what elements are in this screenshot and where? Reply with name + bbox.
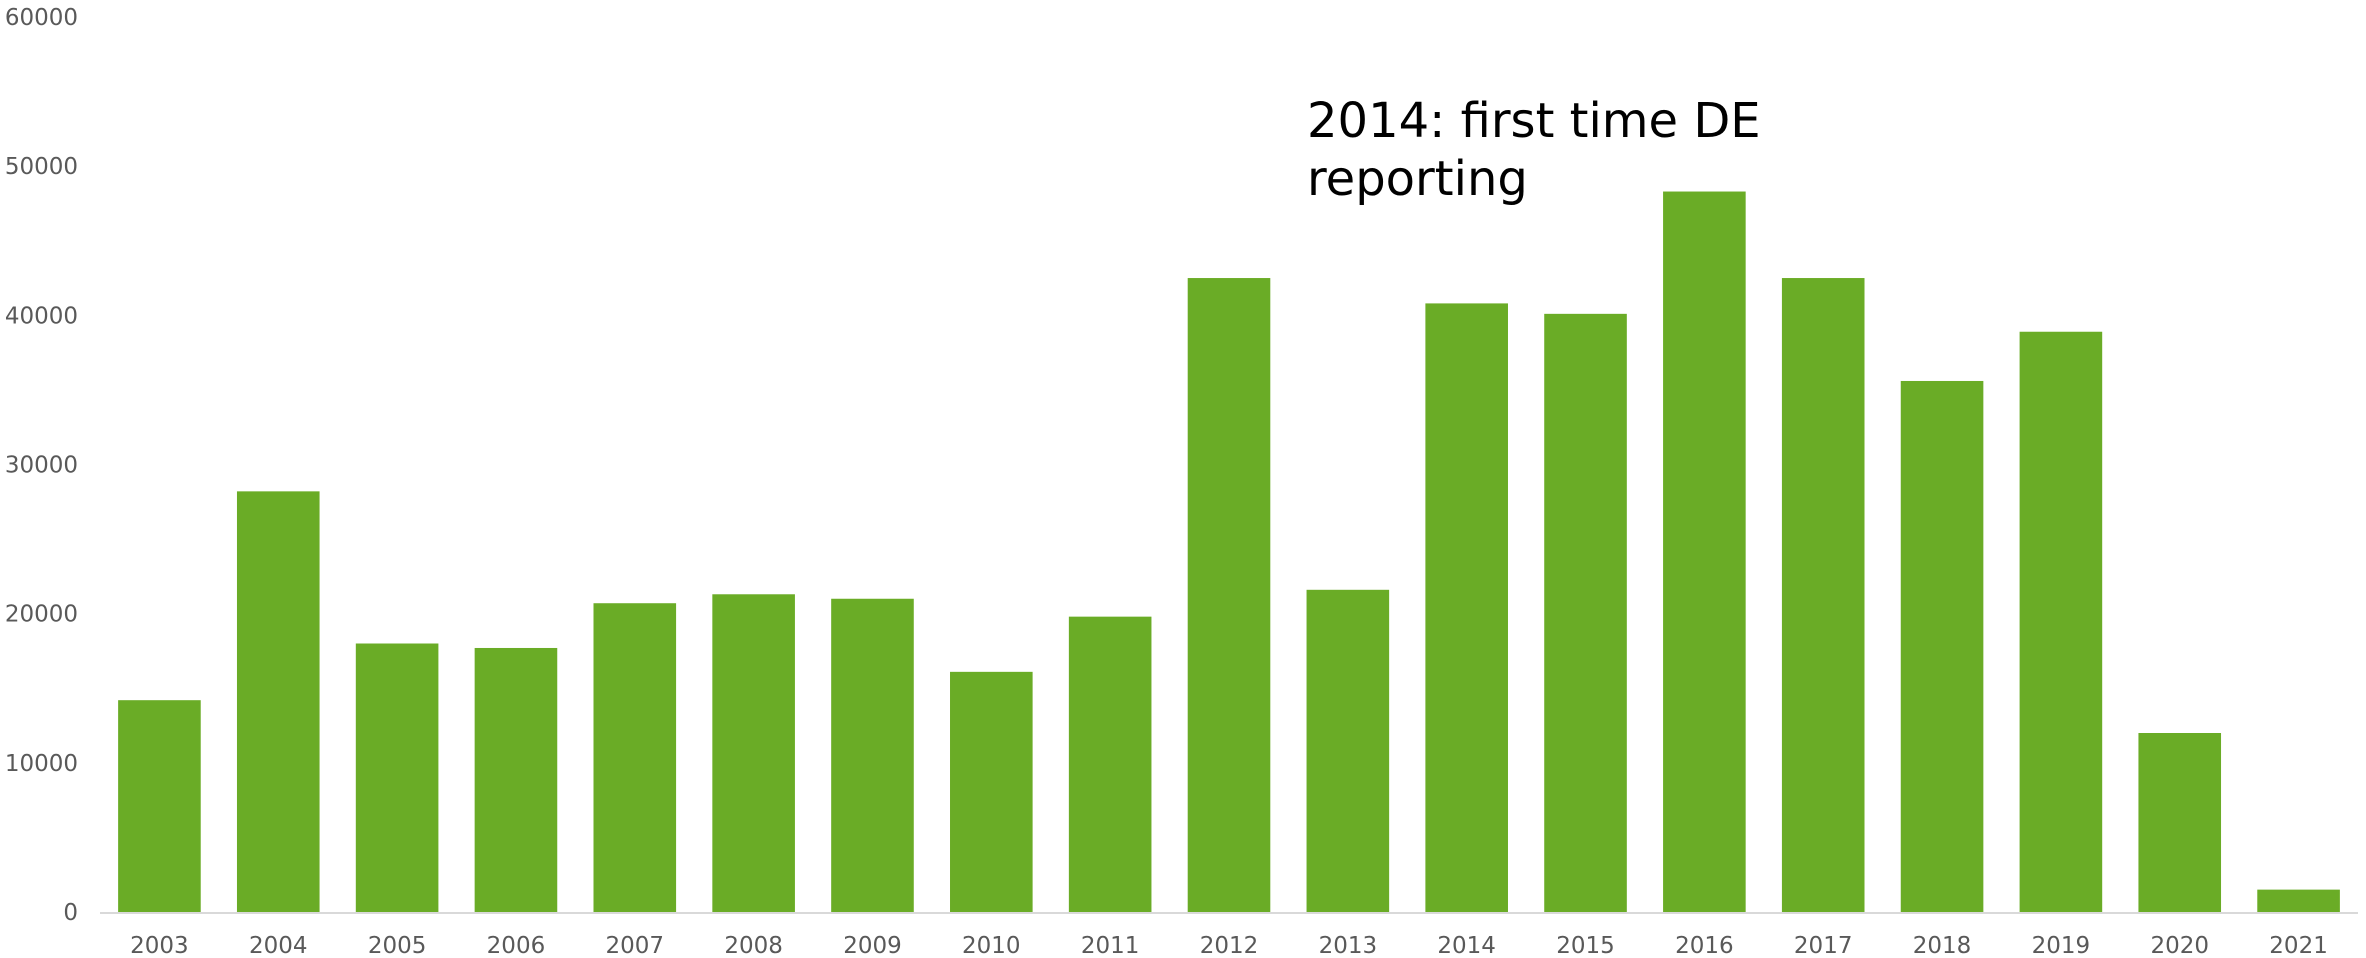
x-tick-label: 2018	[1913, 933, 1972, 958]
x-tick-label: 2012	[1200, 933, 1259, 958]
bars	[118, 191, 2340, 913]
bar	[2019, 331, 2103, 912]
y-tick-label: 0	[63, 900, 78, 926]
bar	[831, 598, 914, 912]
x-tick-label: 2009	[843, 933, 902, 958]
x-tick-label: 2013	[1319, 933, 1378, 958]
y-tick-label: 30000	[5, 453, 78, 479]
bar	[1663, 191, 1746, 912]
x-tick-label: 2016	[1675, 933, 1734, 958]
annotation-line-1: 2014: first time DE	[1307, 93, 1761, 149]
y-axis-tick-labels: 0 10000 20000 30000 40000 50000 60000	[5, 5, 78, 926]
x-tick-label: 2017	[1794, 933, 1853, 958]
x-tick-label: 2011	[1081, 933, 1140, 958]
bar	[236, 491, 320, 912]
x-tick-label: 2014	[1437, 933, 1496, 958]
y-tick-label: 50000	[5, 154, 78, 180]
x-tick-label: 2021	[2269, 933, 2328, 958]
bar	[1425, 303, 1508, 912]
bar	[2257, 889, 2340, 912]
bar	[1544, 313, 1627, 912]
x-tick-label: 2010	[962, 933, 1021, 958]
x-tick-label: 2003	[130, 933, 189, 958]
y-tick-label: 10000	[5, 751, 78, 777]
x-tick-label: 2019	[2032, 933, 2091, 958]
bar	[593, 603, 677, 912]
x-tick-label: 2005	[368, 933, 427, 958]
bar	[1068, 616, 1152, 912]
bar	[950, 671, 1033, 912]
y-tick-label: 20000	[5, 602, 78, 628]
bar	[1187, 278, 1271, 913]
bar	[355, 643, 439, 912]
y-tick-label: 60000	[5, 5, 78, 31]
bar	[118, 700, 201, 912]
x-axis-tick-labels: 2003 2004 2005 2006 2007 2008 2009 2010 2011 2012…	[130, 933, 2328, 958]
x-tick-label: 2015	[1556, 933, 1615, 958]
x-tick-label: 2008	[724, 933, 783, 958]
y-tick-label: 40000	[5, 303, 78, 329]
bar	[1900, 380, 1984, 912]
x-tick-label: 2004	[249, 933, 308, 958]
annotation-line-2: reporting	[1307, 151, 1528, 207]
bar	[2138, 733, 2222, 912]
x-tick-label: 2020	[2150, 933, 2209, 958]
bar	[1781, 278, 1865, 913]
x-tick-label: 2006	[487, 933, 546, 958]
x-tick-label: 2007	[606, 933, 665, 958]
bar	[1306, 589, 1390, 912]
bar	[712, 594, 795, 912]
bar	[474, 647, 558, 912]
